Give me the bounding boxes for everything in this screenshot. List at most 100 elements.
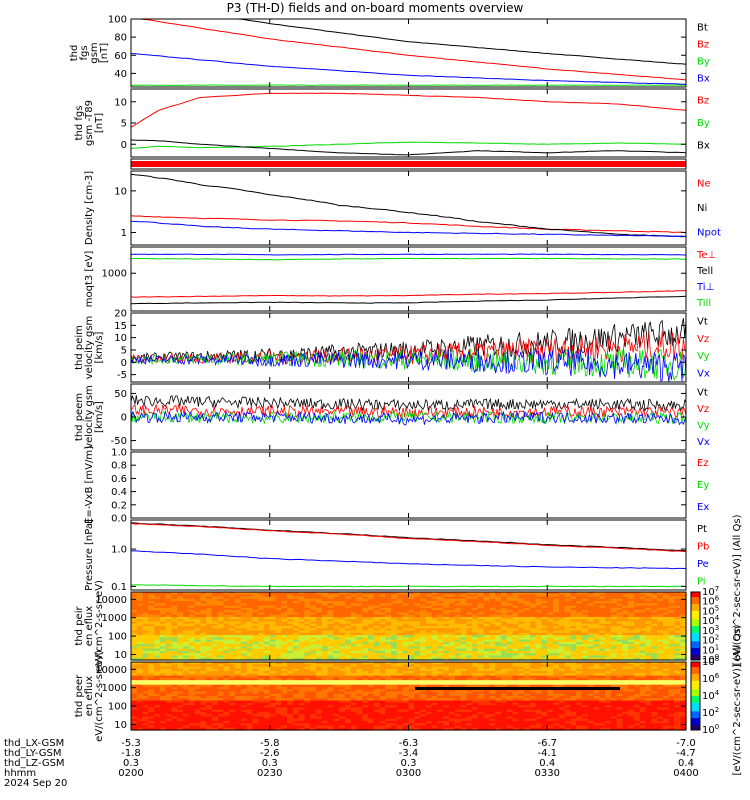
ytick-5-1: 0 [121,413,127,424]
legend-1-1: By [697,118,710,129]
xtick-y_gsm-0: -1.8 [121,748,141,759]
ytick-4-0: 20 [114,309,127,320]
ytick-0-0: 100 [108,15,127,26]
ytick-0-3: 40 [114,69,127,80]
ytick-0-1: 80 [114,33,127,44]
xtick-hhmm-1: 0230 [257,768,282,779]
status-bar [131,161,686,167]
colorbar-ion-tick-0: 107 [702,585,719,598]
series-0-Bt [131,18,687,65]
ytick-6-0: 1.0 [111,448,127,459]
colorbar-electron-tick-4: 100 [702,723,719,736]
legend-2-0: Ne [697,178,711,189]
ytick-8-0: 10000 [95,595,127,606]
legend-6-0: Ez [697,458,709,469]
legend-4-1: Vz [697,334,709,345]
panel-4: Te⊥ Tell Ti⊥ Till 1000 moqt3 [eV] [84,246,716,312]
ylabel-6: E=-VxB [mV/m] [84,446,95,524]
xtick-z_gsm-0: 0.3 [123,758,139,769]
ytick-4-5: -5 [117,370,127,381]
legend-6-2: Ex [697,502,709,513]
ylabel-1: thd fgsgsm -T89[nT] [74,100,105,146]
ytick-7-0: 1.0 [111,545,127,556]
legend-0-2: By [697,57,710,68]
legend-3-2: Ti⊥ [696,282,714,293]
colorbar-electron-tick-2: 104 [702,689,720,702]
spectrogram-9 [131,662,687,731]
ytick-0-2: 60 [114,51,127,62]
series-7-Pe [130,550,687,570]
footer-label-3: hhmm [4,768,36,779]
series-3-Tell [130,295,687,305]
series-2-Npot [130,220,687,237]
legend-1-2: Bx [697,141,710,152]
ytick-9-2: 100 [108,702,127,713]
series-2-Ne [130,215,687,234]
panel-8: Pt Pb Pe Pi 1.0 0.1 Pressure [nPa] [84,519,709,593]
legend-3-1: Tell [696,266,713,277]
xtick-x_gsm-3: -6.7 [537,738,557,749]
xtick-z_gsm-3: 0.4 [539,758,555,769]
legend-4-2: Vy [697,351,710,362]
legend-3-3: Till [696,298,711,309]
colorbar-label-bottom: [eV/(cm^2-sec-sr-eV)] (All Qs) [732,624,743,775]
footer-label-0: thd_LX-GSM [4,738,64,749]
ytick-9-0: 10000 [95,665,127,676]
series-5-Vt [130,395,687,412]
ytick-5-0: 50 [114,389,127,400]
xtick-y_gsm-2: -3.4 [399,748,419,759]
series-4-Vx [130,348,687,382]
ytick-6-1: 0.8 [111,461,127,472]
page-title: P3 (TH-D) fields and on-board moments ov… [226,1,524,15]
colorbar-electron-tick-3: 102 [702,706,719,719]
panel-0: Bt Bz By Bx 100 80 60 40 thdfgsgsm[nT] [69,15,710,88]
ytick-2-1: 1 [121,228,127,239]
xtick-y_gsm-3: -4.1 [537,748,557,759]
series-5-Vz [130,403,687,419]
footer-label-4: 2024 Sep 20 [4,778,67,789]
series-2-Ni [130,173,687,238]
panel-10: 10000 1000 100 10 thd peeren efluxeV/(cm^2-s… [74,650,687,742]
xtick-hhmm-0: 0200 [118,768,143,779]
ytick-1-2: 0 [121,140,127,151]
legend-7-1: Pb [697,541,709,552]
legend-0-0: Bt [697,23,708,34]
series-4-Vt [130,318,687,363]
colorbar-electron-tick-1: 106 [702,672,720,685]
ylabel-5: thd peemvelocity gsm[km/s] [74,385,105,449]
panel-9: 10000 1000 100 10 thd peiren efluxeV/(cm^2-s… [74,580,687,672]
xtick-z_gsm-1: 0.3 [262,758,278,769]
series-7-Pb [130,522,687,553]
ylabel-2: Density [cm-3] [84,171,95,245]
ytick-5-2: -50 [111,436,127,447]
colorbar-ion-tick-5: 102 [702,634,719,647]
legend-0-1: Bz [697,40,709,51]
ytick-3-0: 1000 [102,269,127,280]
ytick-9-3: 10 [114,720,127,731]
ytick-8-2: 100 [108,632,127,643]
panel-6: Vt Vz Vy Vx 50 0 -50 thd peemvelocity gsm[km/s] [74,383,710,451]
legend-5-3: Vx [697,437,710,448]
panel-2 [130,158,687,170]
colorbar-ion-tick-1: 106 [702,595,720,608]
footer-label-2: thd_LZ-GSM [4,758,65,769]
xtick-x_gsm-2: -6.3 [399,738,419,749]
series-7-Pt [130,522,687,552]
colorbar-label-top: [eV/(cm^2-sec-sr-eV)] (All Qs) [732,514,743,665]
legend-2-2: Npot [697,228,721,239]
ytick-7-1: 0.1 [111,582,127,593]
ylabel-3: moqt3 [eV] [84,251,95,308]
series-3-Till [130,257,686,261]
ylabel-8: thd peiren efluxeV/(cm^2-s-sr-eV) [74,580,105,672]
colorbar-electron-tick-0: 108 [702,655,719,668]
ylabel-4: thd peimvelocity gsm[km/s] [74,316,105,380]
legend-5-2: Vy [697,420,710,431]
ytick-4-2: 10 [114,333,127,344]
colorbar-ion-tick-3: 104 [702,614,720,627]
xtick-hhmm-3: 0330 [535,768,560,779]
ytick-2-0: 10 [114,186,127,197]
ylabel-9: thd peeren efluxeV/(cm^2-s-sr-eV) [74,650,105,742]
legend-4-3: Vx [697,368,710,379]
